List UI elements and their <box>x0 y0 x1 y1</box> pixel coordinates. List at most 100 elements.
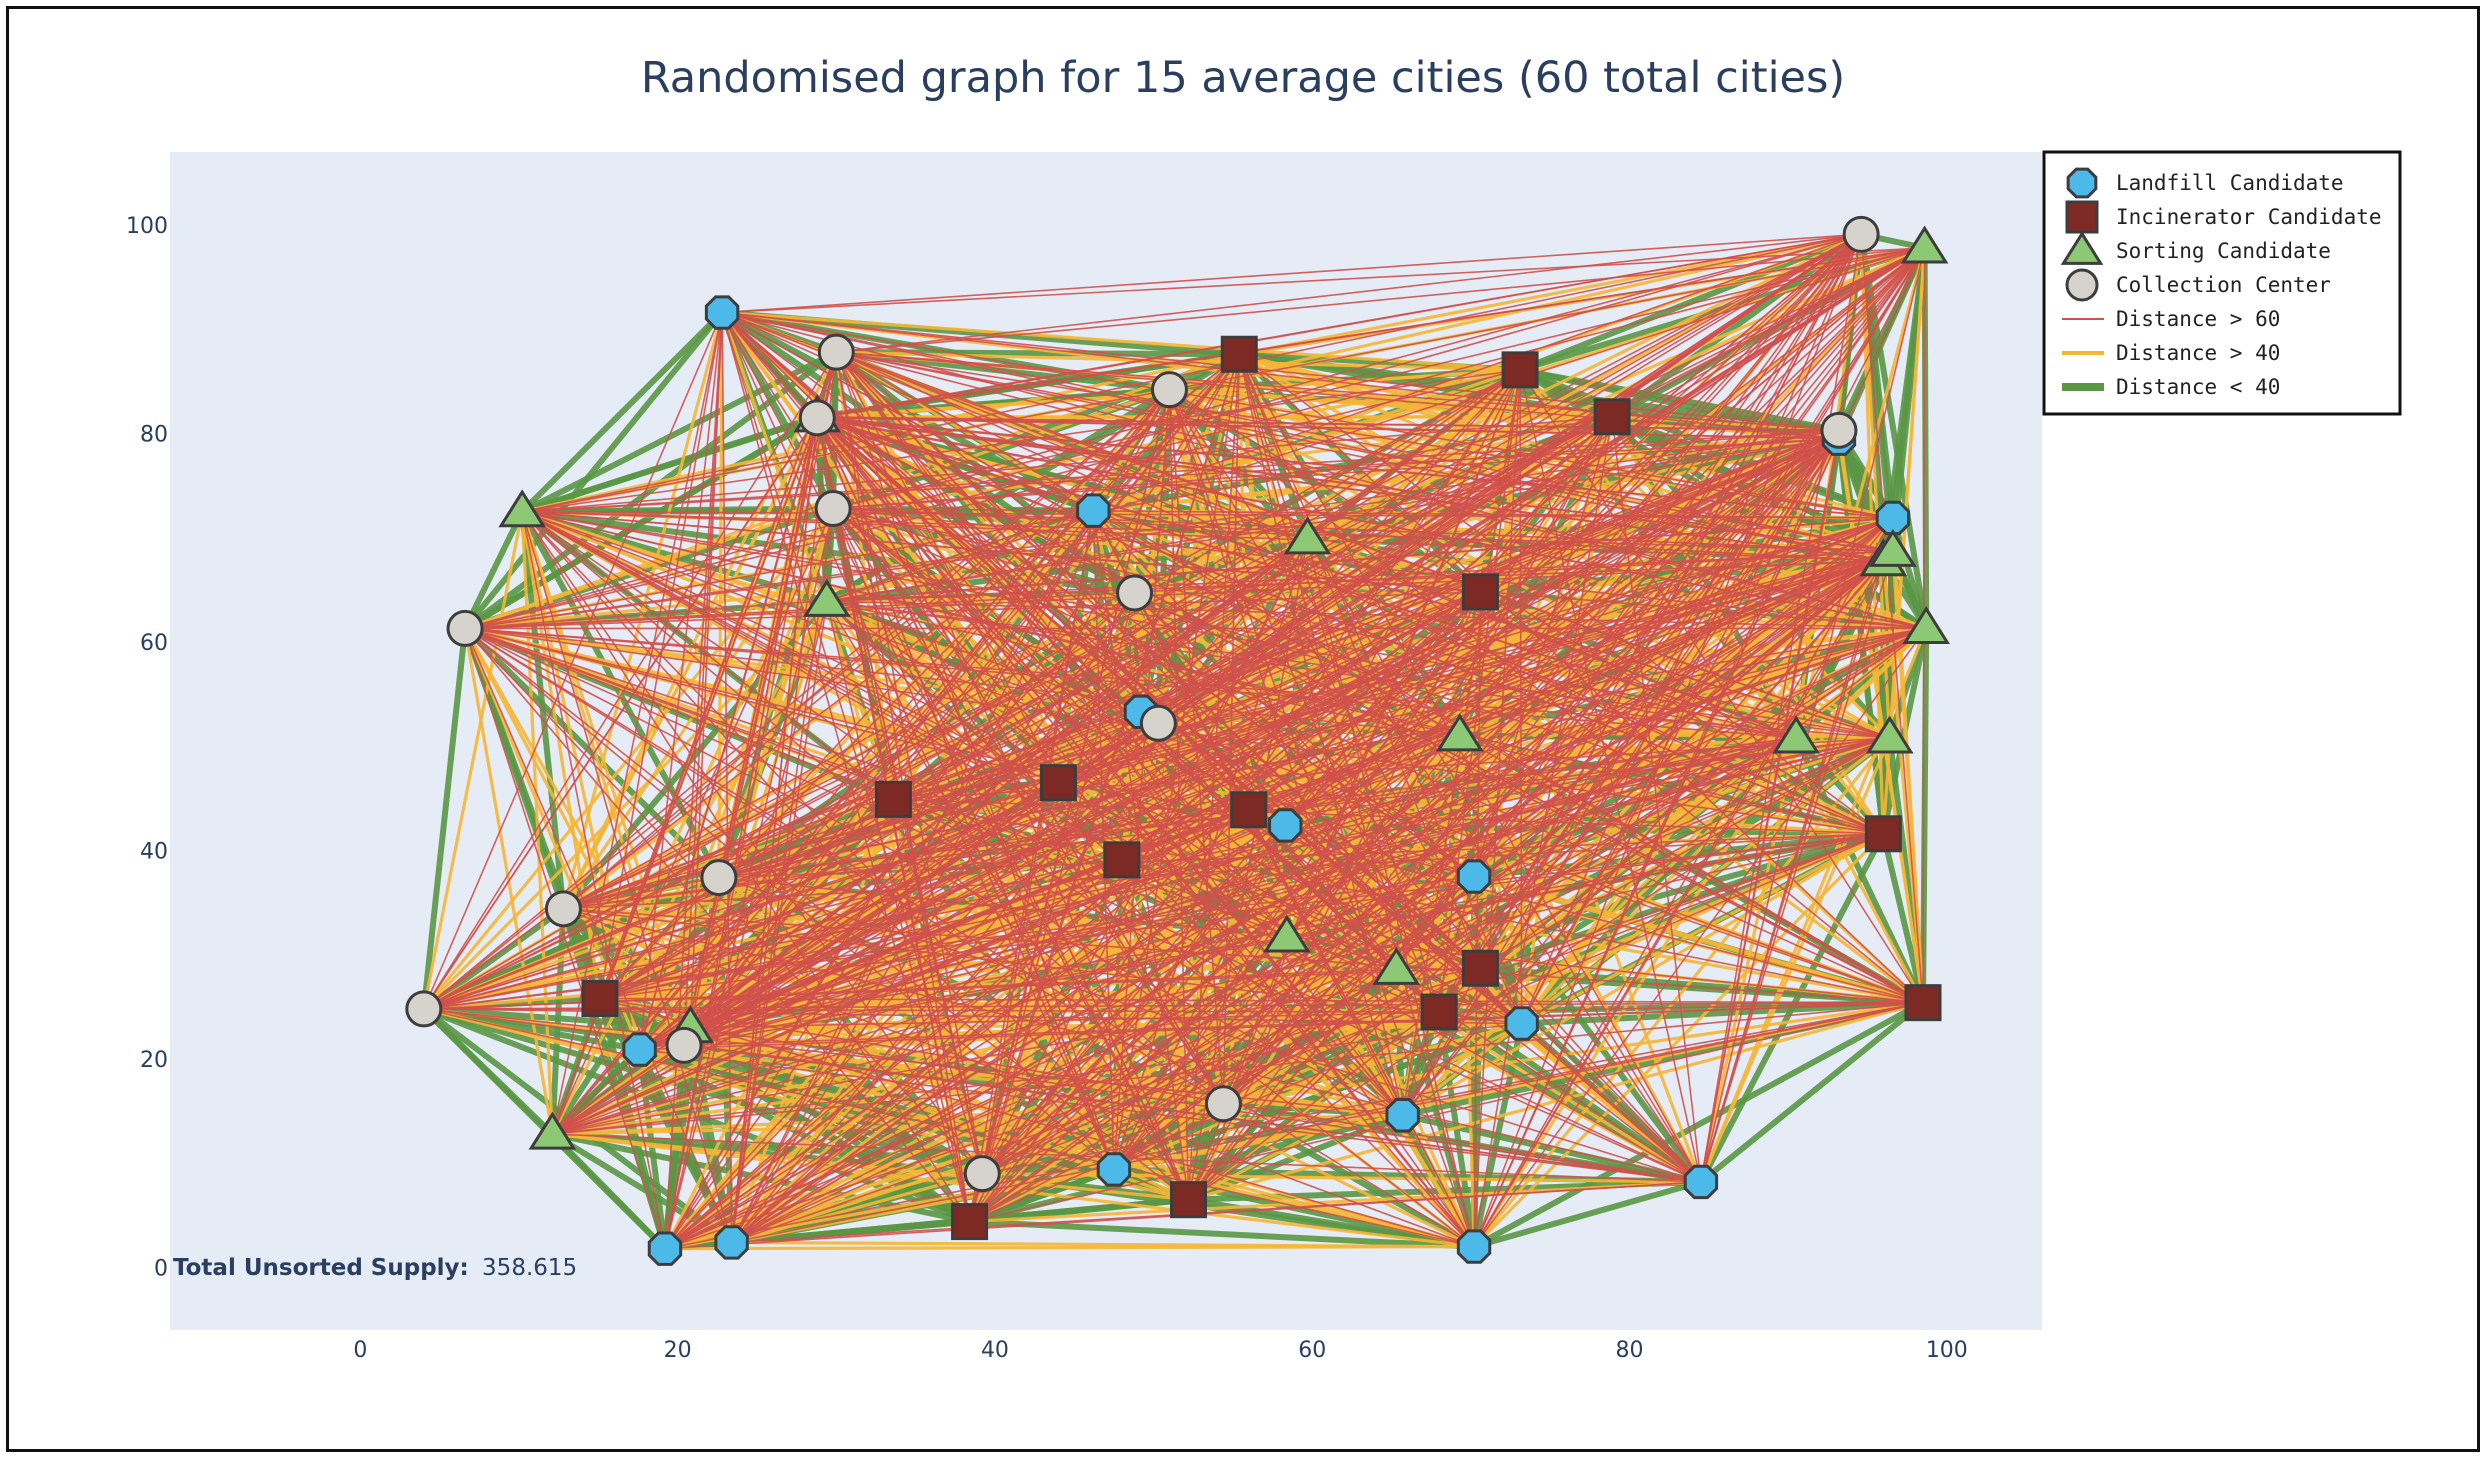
y-tick-label: 20 <box>140 1048 168 1073</box>
collection-center-marker <box>1204 1085 1242 1123</box>
edge-distance-over-40 <box>1157 549 1894 725</box>
edge-distance-over-60 <box>981 429 1840 1175</box>
edge-distance-over-60 <box>968 538 1309 1222</box>
edge-distance-over-40 <box>664 1245 1475 1251</box>
incinerator-candidate-marker <box>951 1203 989 1241</box>
incinerator-candidate-marker <box>1420 993 1458 1031</box>
edge-distance-over-60 <box>981 369 1521 1175</box>
incinerator-candidate-marker <box>1230 791 1268 829</box>
edge-distance-over-60 <box>1222 233 1862 1105</box>
collection-center-marker <box>1842 215 1880 253</box>
edge-distance-over-60 <box>893 247 1925 801</box>
edge-distance-over-60 <box>690 737 1890 1029</box>
collection-center-marker <box>798 399 836 437</box>
edge-distance-over-60 <box>893 233 1862 801</box>
edge-distance-over-60 <box>1222 550 1894 1105</box>
chart-title: Randomised graph for 15 average cities (… <box>641 53 1845 103</box>
edge-distance-over-60 <box>521 510 1481 969</box>
edge-distance-over-40 <box>422 507 835 1010</box>
edge-distance-over-60 <box>522 510 1890 739</box>
sorting-candidate-marker <box>1900 225 1949 264</box>
landfill-candidate-marker <box>622 1032 657 1067</box>
edge-distance-over-60 <box>464 247 1925 630</box>
edge-distance-over-60 <box>816 417 1481 969</box>
edge-distance-over-60 <box>981 627 1927 1175</box>
edge-distance-over-60 <box>981 247 1926 1175</box>
edge-distance-over-60 <box>521 510 1924 1004</box>
edge-distance-over-60 <box>836 351 1884 562</box>
edge-distance-over-40 <box>1134 591 1891 740</box>
edge-distance-under-40 <box>835 349 1170 393</box>
incinerator-candidate-marker <box>1461 573 1499 611</box>
sorting-candidate-marker <box>1263 914 1311 953</box>
edge-distance-over-60 <box>423 517 1894 1010</box>
edge-distance-over-60 <box>522 369 1521 513</box>
edge-distance-over-60 <box>832 508 1225 1105</box>
edge-distance-over-60 <box>464 416 1613 630</box>
collection-center-marker <box>544 890 582 928</box>
edge-distance-over-60 <box>664 538 1309 1250</box>
edge-distance-over-60 <box>832 507 1440 1013</box>
edge-distance-over-60 <box>981 737 1797 1175</box>
incinerator-candidate-marker <box>1461 949 1499 987</box>
edge-distance-under-40 <box>420 628 469 1010</box>
edge-distance-over-60 <box>1188 737 1891 1201</box>
edge-distance-over-60 <box>423 559 1884 1010</box>
edge-distance-under-40 <box>719 311 836 511</box>
edge-distance-over-60 <box>816 417 1397 970</box>
incinerator-candidate-marker <box>1501 351 1539 389</box>
edge-distance-over-60 <box>718 737 1890 879</box>
incinerator-candidate-marker <box>1864 815 1902 853</box>
edge-distance-over-60 <box>731 737 1797 1244</box>
edge-distance-over-60 <box>835 352 984 1174</box>
edge-distance-over-60 <box>826 600 1924 1004</box>
edge-distance-over-60 <box>423 737 1890 1010</box>
edge-distance-over-60 <box>689 233 1862 1029</box>
x-tick-label: 40 <box>981 1338 1009 1363</box>
edge-distance-over-60 <box>522 233 1862 513</box>
edge-distance-over-60 <box>664 429 1840 1250</box>
edge-distance-over-60 <box>1187 247 1926 1201</box>
edge-distance-over-60 <box>833 429 1839 510</box>
edge-distance-over-60 <box>423 247 1925 1010</box>
edge-distance-over-60 <box>599 429 1840 1000</box>
edge-distance-over-60 <box>664 737 1891 1250</box>
sorting-candidate-marker <box>1372 946 1421 985</box>
edge-distance-over-60 <box>639 591 1481 1051</box>
edge-distance-over-60 <box>826 550 1893 603</box>
x-tick-label: 100 <box>1926 1338 1968 1363</box>
edge-distance-over-60 <box>1286 247 1926 938</box>
edge-distance-over-60 <box>563 429 1840 910</box>
edge-distance-over-60 <box>464 369 1521 630</box>
edge-distance-over-40 <box>1169 232 1862 392</box>
edge-distance-over-60 <box>683 417 819 1046</box>
edge-distance-under-40 <box>520 310 725 514</box>
edge-distance-over-60 <box>423 538 1308 1010</box>
y-tick-label: 100 <box>126 214 168 239</box>
incinerator-candidate-marker <box>1904 984 1942 1022</box>
edge-distance-over-60 <box>836 233 1862 353</box>
edge-distance-over-40 <box>1472 737 1798 1248</box>
incinerator-candidate-marker <box>581 979 619 1017</box>
sorting-candidate-marker <box>1869 528 1917 567</box>
edge-distance-over-60 <box>730 601 828 1243</box>
edge-distance-over-60 <box>835 351 1288 938</box>
edge-distance-over-60 <box>832 247 1925 510</box>
edge-distance-over-40 <box>521 510 1123 862</box>
edge-distance-over-60 <box>464 627 1224 1105</box>
edge-distance-over-60 <box>817 417 1797 739</box>
edge-distance-over-60 <box>1222 429 1840 1105</box>
landfill-candidate-marker <box>704 295 740 330</box>
edge-distance-over-60 <box>826 600 1797 739</box>
edge-distance-over-60 <box>522 247 1925 513</box>
edge-distance-over-60 <box>551 591 1481 1135</box>
edge-distance-over-40 <box>1520 550 1895 1025</box>
edge-distance-over-60 <box>664 737 1797 1250</box>
edge-distance-over-60 <box>464 627 1397 971</box>
landfill-candidate-marker <box>1456 1229 1492 1264</box>
edge-distance-over-60 <box>1121 429 1840 861</box>
edge-distance-over-40 <box>520 511 692 1029</box>
edge-distance-over-60 <box>718 247 1925 879</box>
edge-distance-over-60 <box>563 559 1884 910</box>
edge-distance-over-60 <box>551 312 723 1135</box>
